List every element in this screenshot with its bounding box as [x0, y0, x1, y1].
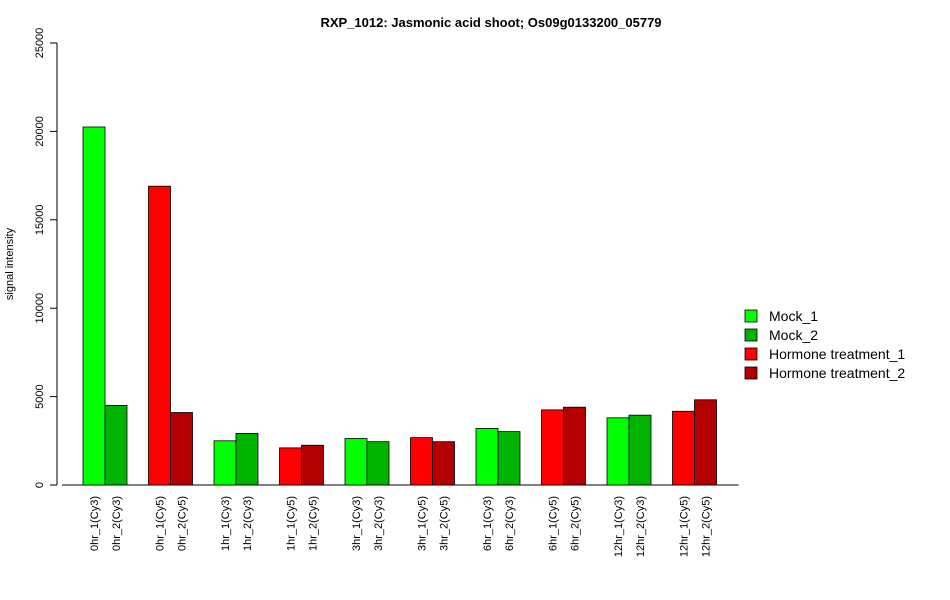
x-tick-label: 1hr_1(Cy5): [286, 496, 298, 551]
x-tick-label: 6hr_2(Cy3): [504, 496, 516, 551]
x-tick-label: 3hr_1(Cy3): [351, 496, 363, 551]
x-tick-label: 12hr_2(Cy3): [635, 496, 647, 557]
x-tick-label: 12hr_1(Cy5): [679, 496, 691, 557]
bar: [279, 447, 302, 486]
bar: [366, 441, 390, 486]
bar: [694, 399, 717, 486]
bar: [213, 440, 237, 486]
x-tick-label: 3hr_2(Cy5): [439, 496, 451, 551]
y-tick-label: 10000: [34, 293, 46, 324]
bar: [235, 432, 259, 486]
legend: Mock_1 Mock_2 Hormone treatment_1 Hormone t…: [744, 308, 905, 381]
bar: [410, 437, 433, 486]
legend-swatch: [744, 328, 758, 342]
y-axis: 0 5000 10000 15000 20000 25000: [34, 28, 58, 488]
chart-title: RXP_1012: Jasmonic acid shoot; Os09g0133…: [320, 15, 661, 30]
x-tick-label: 6hr_1(Cy5): [548, 496, 560, 551]
bar: [497, 431, 521, 486]
y-axis-label: signal intensity: [4, 227, 16, 300]
bar: [628, 414, 652, 486]
bars-group: [82, 126, 717, 486]
bar: [432, 441, 455, 486]
bar: [148, 185, 171, 486]
bar: [344, 438, 368, 486]
x-tick-label: 1hr_2(Cy3): [242, 496, 254, 551]
x-tick-label: 12hr_1(Cy3): [613, 496, 625, 557]
x-tick-label: 6hr_1(Cy3): [482, 496, 494, 551]
y-tick-label: 0: [34, 482, 46, 488]
x-tick-label: 6hr_2(Cy5): [570, 496, 582, 551]
bar: [672, 410, 695, 486]
x-tick-label: 3hr_1(Cy5): [417, 496, 429, 551]
bar: [301, 444, 324, 486]
x-tick-label: 0hr_2(Cy3): [111, 496, 123, 551]
x-tick-label: 0hr_1(Cy3): [89, 496, 101, 551]
bar: [606, 417, 630, 486]
x-tick-label: 1hr_1(Cy3): [220, 496, 232, 551]
bar: [170, 412, 193, 486]
x-tick-label: 3hr_2(Cy3): [373, 496, 385, 551]
legend-swatch: [744, 347, 758, 361]
x-tick-labels: 0hr_1(Cy3) 0hr_2(Cy3) 0hr_1(Cy5) 0hr_2(Cy5)…: [89, 496, 713, 557]
legend-swatch: [744, 366, 758, 380]
bar: [563, 406, 586, 486]
bar: [541, 409, 564, 486]
bar: [82, 126, 106, 486]
y-tick-label: 20000: [34, 116, 46, 147]
x-tick-label: 0hr_1(Cy5): [155, 496, 167, 551]
legend-label: Hormone treatment_1: [769, 346, 905, 362]
bar: [104, 405, 128, 486]
legend-swatch: [744, 309, 758, 323]
x-tick-label: 12hr_2(Cy5): [701, 496, 713, 557]
y-tick-label: 5000: [34, 384, 46, 408]
legend-label: Mock_2: [769, 327, 818, 343]
y-tick-label: 15000: [34, 205, 46, 236]
bar: [475, 428, 499, 486]
x-tick-label: 0hr_2(Cy5): [177, 496, 189, 551]
y-tick-label: 25000: [34, 28, 46, 59]
x-tick-label: 1hr_2(Cy5): [308, 496, 320, 551]
legend-label: Mock_1: [769, 308, 818, 324]
legend-label: Hormone treatment_2: [769, 365, 905, 381]
